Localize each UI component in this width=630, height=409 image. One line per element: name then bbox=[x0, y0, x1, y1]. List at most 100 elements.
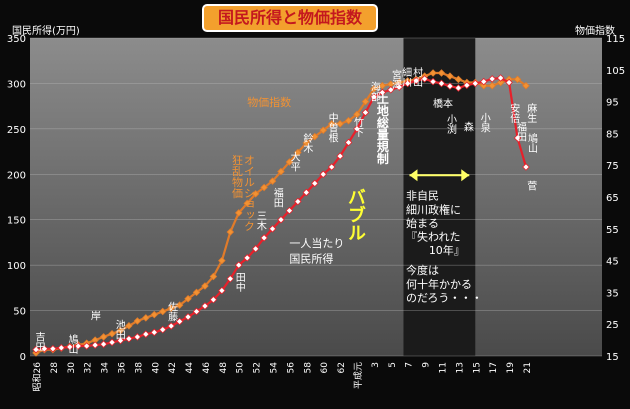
series-point bbox=[251, 245, 260, 253]
chart-title: 国民所得と物価指数 bbox=[202, 4, 378, 32]
x-tick-label: 38 bbox=[134, 362, 144, 374]
annotation-label: 今度は bbox=[406, 263, 439, 277]
annotation-label: 非自民 bbox=[406, 190, 439, 203]
x-tick-label: 11 bbox=[438, 362, 448, 373]
series-point bbox=[496, 74, 505, 82]
series-point bbox=[319, 170, 327, 179]
series-point bbox=[479, 77, 488, 86]
series-point bbox=[133, 317, 142, 325]
annotation-label: 森 bbox=[461, 120, 473, 132]
series-point bbox=[142, 314, 150, 322]
annotation-label: 田中 bbox=[233, 272, 245, 293]
series-point bbox=[437, 69, 446, 77]
series-point bbox=[234, 209, 243, 217]
series-point bbox=[91, 341, 99, 349]
right-axis-title: 物価指数 bbox=[575, 26, 615, 37]
y-left-tick-label: 250 bbox=[7, 125, 26, 136]
x-tick-label: 13 bbox=[455, 362, 465, 373]
series-point bbox=[327, 120, 336, 128]
series-point bbox=[437, 79, 446, 88]
series-point bbox=[125, 334, 133, 343]
series-point bbox=[184, 294, 192, 303]
series-point bbox=[344, 138, 353, 147]
annotation-label: 狂乱物価 bbox=[231, 154, 244, 198]
series-layer bbox=[32, 69, 530, 357]
series-point bbox=[32, 345, 40, 354]
series-point bbox=[57, 344, 66, 352]
series-point bbox=[201, 302, 209, 310]
x-tick-label: 46 bbox=[202, 362, 212, 374]
annotation-label: 海部 bbox=[368, 80, 380, 102]
annotation-label: 大平 bbox=[288, 150, 300, 172]
series-point bbox=[142, 330, 150, 338]
series-point bbox=[99, 340, 108, 348]
x-tick-label: 36 bbox=[117, 362, 127, 374]
x-tick-label: 28 bbox=[50, 362, 60, 374]
series-point bbox=[488, 75, 496, 83]
annotation-label: 三木 bbox=[254, 211, 266, 232]
series-point bbox=[454, 75, 463, 84]
series-point bbox=[82, 342, 91, 350]
series-point bbox=[175, 317, 184, 326]
annotation-label: 『失われた bbox=[406, 231, 460, 244]
series-point bbox=[167, 322, 175, 330]
series-point bbox=[133, 333, 142, 341]
y-right-tick-label: 55 bbox=[606, 225, 619, 236]
series-point bbox=[378, 88, 387, 97]
x-tick-label: 40 bbox=[151, 362, 161, 374]
x-tick-label: 56 bbox=[286, 362, 296, 374]
x-tick-label: 3 bbox=[371, 362, 381, 368]
y-right-tick-label: 105 bbox=[606, 66, 625, 77]
x-tick-label: 60 bbox=[320, 362, 330, 374]
series-point bbox=[395, 83, 404, 91]
x-axis: 昭和26 28 30 32 34 36 38 40 42 44 46 48 50 52 54 56 58 60 62… bbox=[32, 362, 533, 392]
series-point bbox=[209, 295, 218, 304]
x-tick-label: 54 bbox=[270, 362, 280, 374]
series-point bbox=[479, 81, 488, 90]
lost-decade-region bbox=[403, 38, 476, 356]
annotation-label: 安倍 bbox=[508, 102, 520, 124]
annotations: 吉田 鳩山岸池田佐藤田中三木福田大平鈴木中曽根 竹下海部宮澤 細川 村山橋本小渕森小泉安… bbox=[33, 66, 538, 354]
annotation-label: 鳩山 bbox=[526, 132, 538, 153]
series-point bbox=[167, 304, 175, 313]
series-point bbox=[234, 261, 243, 269]
x-tick-label: 17 bbox=[489, 362, 499, 373]
series-point bbox=[327, 163, 336, 171]
x-tick-label: 48 bbox=[219, 362, 229, 374]
x-tick-label: 50 bbox=[236, 362, 246, 374]
annotation-label: 橋本 bbox=[433, 97, 453, 110]
lost-decade-arrow bbox=[409, 169, 470, 182]
annotation-label: 10年』 bbox=[429, 243, 465, 257]
x-tick-label: 7 bbox=[405, 362, 415, 368]
series-point bbox=[243, 254, 251, 262]
y-axis-left: 0 50 100 150 200 250 300 350 bbox=[7, 34, 26, 363]
y-right-tick-label: 15 bbox=[606, 352, 619, 363]
series-point bbox=[454, 84, 463, 92]
series-point bbox=[429, 77, 437, 86]
annotation-label: 細川政権に bbox=[406, 202, 461, 216]
series-point bbox=[471, 79, 480, 88]
series-point bbox=[336, 152, 344, 160]
series-point bbox=[192, 288, 201, 297]
series-point bbox=[505, 78, 513, 87]
x-tick-label: 58 bbox=[303, 362, 313, 374]
series-point bbox=[370, 85, 378, 93]
x-tick-label: 42 bbox=[168, 362, 178, 373]
series-point bbox=[370, 93, 378, 101]
y-right-tick-label: 45 bbox=[606, 257, 619, 268]
arrow-head-left bbox=[409, 169, 418, 182]
annotation-label: 国民所得 bbox=[289, 252, 333, 265]
annotation-label: 始まる bbox=[406, 216, 439, 230]
y-left-tick-label: 300 bbox=[7, 79, 26, 90]
series-point bbox=[243, 199, 251, 208]
series-point bbox=[285, 206, 294, 215]
left-axis-title: 国民所得(万円) bbox=[12, 26, 80, 37]
series-point bbox=[260, 183, 268, 192]
x-tick-label: 5 bbox=[388, 362, 398, 368]
series-point bbox=[294, 148, 302, 157]
y-right-tick-label: 25 bbox=[606, 320, 619, 331]
annotation-label: 細川 bbox=[400, 66, 412, 87]
series-point bbox=[361, 108, 370, 117]
y-axis-right: 15 25 35 45 55 65 75 85 95 105 115 bbox=[606, 34, 625, 363]
